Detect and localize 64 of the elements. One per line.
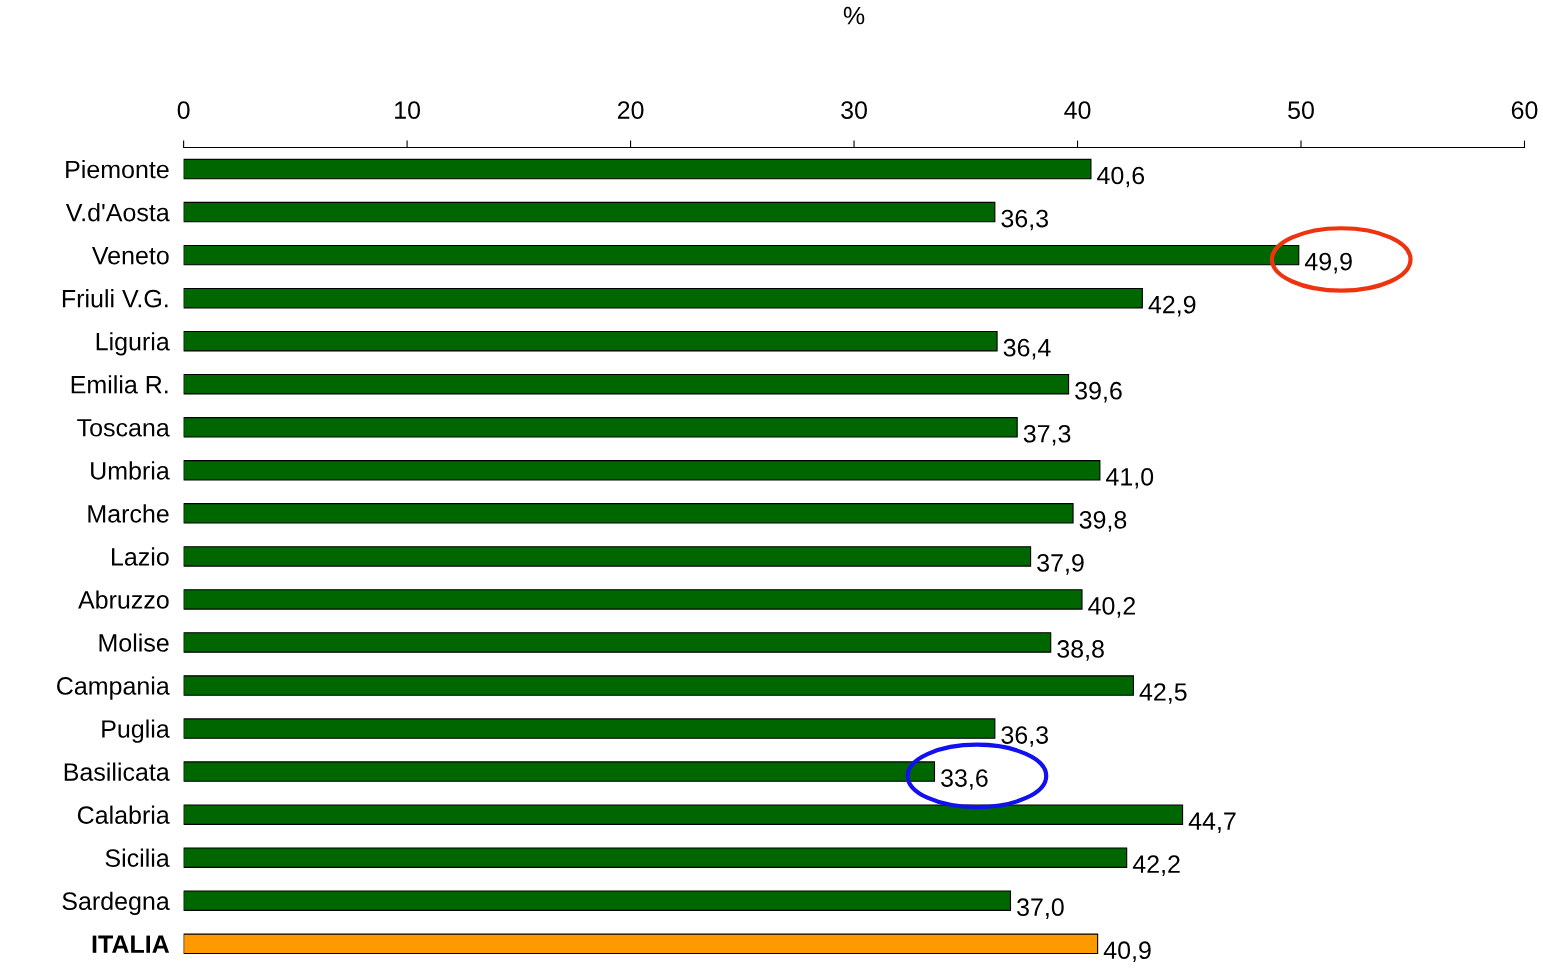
y-tick-label: Puglia [102, 719, 170, 743]
bar [183, 804, 1184, 825]
data-label: 38,8 [1057, 640, 1104, 661]
x-tick-label: 0 [177, 101, 190, 119]
y-tick-label: Sardegna [62, 891, 170, 915]
data-label: 42,9 [1148, 295, 1196, 317]
y-tick-label: Liguria [96, 332, 170, 356]
bar [183, 675, 1134, 696]
bar [183, 158, 1092, 180]
bar [183, 718, 996, 739]
data-label: 37,9 [1037, 554, 1084, 575]
x-tick-label: 50 [1288, 101, 1314, 119]
y-tick-label: Calabria [77, 805, 170, 824]
data-label: 39,6 [1075, 381, 1122, 403]
bar [183, 933, 1099, 954]
bar [183, 546, 1032, 567]
y-tick-label: Emilia R. [71, 375, 168, 394]
y-tick-label: Campania [57, 676, 170, 700]
y-tick-label: Abruzzo [78, 590, 169, 609]
y-tick-label: Basilicata [64, 762, 170, 781]
bar [183, 847, 1128, 868]
data-label: 36,3 [1001, 209, 1048, 231]
data-label: 40,6 [1097, 166, 1145, 188]
x-axis-title: % [843, 6, 865, 25]
y-tick-label: Lazio [112, 547, 169, 566]
bar [183, 374, 1070, 395]
bar [183, 589, 1083, 610]
data-label: 42,2 [1132, 855, 1180, 876]
x-tick-label: 30 [841, 101, 867, 119]
data-label: 41,0 [1106, 467, 1154, 489]
bar [183, 761, 936, 782]
y-tick-label: Marche [88, 504, 169, 523]
data-label: 36,4 [1003, 338, 1051, 360]
y-tick-label: Umbria [91, 461, 170, 480]
y-tick-label: Sicilia [105, 848, 170, 867]
y-tick-label: Piemonte [66, 159, 169, 179]
y-tick-label: Veneto [91, 246, 169, 265]
y-tick-label: Molise [99, 633, 169, 652]
data-label: 37,0 [1017, 898, 1064, 919]
bar [183, 503, 1074, 524]
x-tick-label: 10 [395, 101, 421, 119]
data-label: 40,9 [1103, 941, 1151, 963]
bar [183, 890, 1012, 911]
bar [183, 201, 996, 223]
y-tick-label: ITALIA [92, 935, 170, 953]
data-label: 37,3 [1023, 424, 1071, 446]
data-label: 49,9 [1304, 252, 1352, 274]
y-tick-label: Friuli V.G. [62, 289, 168, 308]
bar [183, 287, 1143, 309]
bar [183, 460, 1101, 481]
y-tick-label: V.d'Aosta [65, 203, 170, 222]
y-tick-label: Toscana [77, 419, 170, 437]
data-label: 44,7 [1188, 812, 1236, 833]
x-tick-label: 40 [1064, 101, 1091, 119]
bar [183, 632, 1052, 653]
data-label: 33,6 [941, 769, 988, 790]
x-tick-label: 60 [1511, 101, 1538, 119]
data-label: 39,8 [1079, 510, 1127, 532]
data-label: 40,2 [1088, 597, 1135, 618]
data-label: 42,5 [1139, 683, 1187, 704]
x-tick-label: 20 [617, 101, 644, 119]
bar [183, 330, 998, 352]
bar [183, 417, 1018, 438]
data-label: 36,3 [1001, 726, 1048, 747]
